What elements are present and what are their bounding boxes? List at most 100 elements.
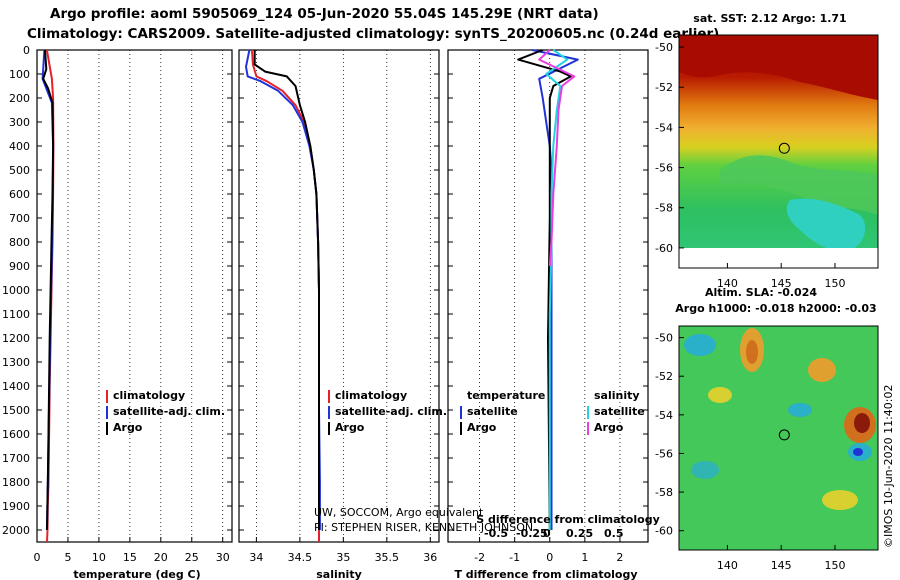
s-tick: -0.25 xyxy=(516,527,548,540)
sla-low-patch xyxy=(788,403,812,417)
legend-salinity-title: salinity xyxy=(594,389,640,402)
x-tick-label: 36 xyxy=(423,551,437,564)
imos-credit: ©IMOS 10-Jun-2020 11:40:02 xyxy=(882,384,895,548)
difference-frame xyxy=(447,49,649,543)
lat-tick-label: -50 xyxy=(655,332,673,345)
series-line-salinity-satellite xyxy=(545,49,569,530)
x-tick-label: 35.5 xyxy=(375,551,400,564)
depth-tick-label: 0 xyxy=(23,44,30,57)
x-tick-label: 34.5 xyxy=(288,551,313,564)
salinity-diff-legend: salinity satellite Argo xyxy=(587,389,645,435)
lat-tick-label: -52 xyxy=(655,370,673,383)
title-line-1: Argo profile: aoml 5905069_124 05-Jun-20… xyxy=(50,6,599,22)
lat-tick-label: -56 xyxy=(655,162,673,175)
depth-tick-label: 1700 xyxy=(2,452,30,465)
lat-tick-label: -54 xyxy=(655,121,673,134)
x-tick-label: 1 xyxy=(581,551,588,564)
legend-climatology: climatology xyxy=(335,389,407,402)
lat-tick-label: -54 xyxy=(655,409,673,422)
sla-low-core xyxy=(853,448,863,456)
sla-map: Altim. SLA: -0.024 Argo h1000: -0.018 h2… xyxy=(655,286,879,572)
x-tick-label: 34 xyxy=(249,551,263,564)
depth-tick-label: 1900 xyxy=(2,500,30,513)
legend-argo: Argo xyxy=(335,421,365,434)
series-line-temperature-argo xyxy=(517,49,572,531)
lon-tick-label: 145 xyxy=(771,559,792,572)
depth-tick-label: 1800 xyxy=(2,476,30,489)
lon-tick-label: 150 xyxy=(824,559,845,572)
sst-map-title: sat. SST: 2.12 Argo: 1.71 xyxy=(693,12,846,25)
lat-tick-label: -58 xyxy=(655,202,673,215)
sst-warm-region xyxy=(679,35,878,100)
sla-high-core xyxy=(854,413,870,433)
sla-high-patch xyxy=(808,358,836,382)
s-difference-label: S difference from climatology xyxy=(476,513,660,526)
sla-map-frame xyxy=(678,325,879,551)
lat-tick-label: -60 xyxy=(655,242,673,255)
sla-mid-patch xyxy=(822,490,858,510)
x-tick-label: 30 xyxy=(216,551,230,564)
series-line-climatology xyxy=(251,49,320,542)
depth-tick-label: 400 xyxy=(9,140,30,153)
sla-mid-patch xyxy=(708,387,732,403)
depth-tick-label: 1500 xyxy=(2,404,30,417)
sst-green-patch xyxy=(720,155,878,215)
x-tick-label: 20 xyxy=(154,551,168,564)
salinity-panel: 34 34.5 35 35.5 36 salinity climatology sate… xyxy=(238,49,533,580)
depth-tick-label: 1000 xyxy=(2,284,30,297)
x-tick-label: 15 xyxy=(123,551,137,564)
legend-satellite-adj: satellite-adj. clim. xyxy=(335,405,447,418)
series-line-argo xyxy=(42,49,55,531)
sla-high-core xyxy=(746,340,758,364)
depth-tick-label: 1400 xyxy=(2,380,30,393)
lon-tick-label: 140 xyxy=(717,277,738,290)
sla-field xyxy=(679,326,878,550)
x-tick-label: 0 xyxy=(34,551,41,564)
sst-map: sat. SST: 2.12 Argo: 1.71 140 145 150 -50 -5… xyxy=(655,12,879,290)
s-tick: 0.25 xyxy=(566,527,593,540)
sla-map-subtitle: Argo h1000: -0.018 h2000: -0.03 xyxy=(675,302,876,315)
lat-tick-label: -50 xyxy=(655,41,673,54)
sla-low-patch xyxy=(691,461,719,479)
lat-tick-label: -56 xyxy=(655,447,673,460)
x-tick-label: 35 xyxy=(336,551,350,564)
depth-tick-label: 100 xyxy=(9,68,30,81)
depth-tick-label: 1300 xyxy=(2,356,30,369)
lon-tick-label: 140 xyxy=(717,559,738,572)
title-line-2: Climatology: CARS2009. Satellite-adjuste… xyxy=(27,26,720,42)
depth-tick-label: 200 xyxy=(9,92,30,105)
legend-sal-argo: Argo xyxy=(594,421,624,434)
depth-tick-label: 1200 xyxy=(2,332,30,345)
sst-cyan-patch xyxy=(786,198,866,251)
s-tick: 0 xyxy=(543,527,551,540)
legend-climatology: climatology xyxy=(113,389,185,402)
depth-tick-label: 1100 xyxy=(2,308,30,321)
legend-argo: Argo xyxy=(113,421,143,434)
difference-panel: -2 -1 0 1 2 T difference from climatology S … xyxy=(447,49,660,580)
sst-no-data xyxy=(679,248,878,268)
depth-tick-label: 900 xyxy=(9,260,30,273)
depth-tick-label: 300 xyxy=(9,116,30,129)
temperature-xlabel: temperature (deg C) xyxy=(73,568,200,580)
sst-map-frame xyxy=(678,34,879,269)
series-line-argo xyxy=(253,50,320,530)
legend-temperature-title: temperature xyxy=(467,389,545,402)
s-tick: 0.5 xyxy=(604,527,624,540)
s-difference-ticks: -0.5 -0.25 0 0.25 0.5 xyxy=(484,527,624,540)
depth-tick-label: 500 xyxy=(9,164,30,177)
depth-tick-label: 1600 xyxy=(2,428,30,441)
x-tick-label: 10 xyxy=(92,551,106,564)
s-tick: -0.5 xyxy=(484,527,508,540)
sla-map-title: Altim. SLA: -0.024 xyxy=(705,286,817,299)
depth-tick-label: 600 xyxy=(9,188,30,201)
legend-temp-satellite: satellite xyxy=(467,405,518,418)
sla-low-patch xyxy=(684,334,716,356)
x-tick-label: 25 xyxy=(185,551,199,564)
x-tick-label: 0 xyxy=(546,551,553,564)
legend-temp-argo: Argo xyxy=(467,421,497,434)
salinity-legend: climatology satellite-adj. clim. Argo xyxy=(328,389,447,435)
x-tick-label: -2 xyxy=(474,551,485,564)
depth-tick-label: 2000 xyxy=(2,524,30,537)
salinity-xlabel: salinity xyxy=(316,568,362,580)
